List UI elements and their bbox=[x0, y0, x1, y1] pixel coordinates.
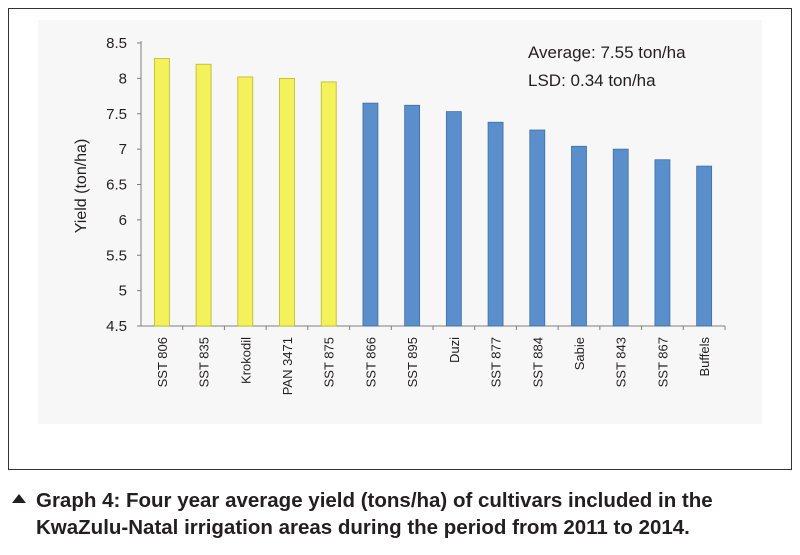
annotation-text: LSD: 0.34 ton/ha bbox=[528, 71, 656, 90]
bar bbox=[571, 145, 587, 327]
figure-caption: Graph 4: Four year average yield (tons/h… bbox=[12, 487, 792, 541]
caption-triangle-icon bbox=[12, 494, 26, 503]
bar bbox=[320, 81, 337, 327]
x-tick-label: PAN 3471 bbox=[280, 337, 295, 395]
x-tick-label: Duzi bbox=[447, 337, 462, 363]
y-tick-label: 7 bbox=[119, 141, 127, 158]
x-tick-label: Buffels bbox=[697, 337, 712, 377]
x-tick-label: SST 867 bbox=[655, 337, 670, 387]
y-tick-label: 6 bbox=[119, 212, 127, 229]
y-tick-label: 8 bbox=[119, 70, 127, 87]
bar bbox=[195, 63, 212, 327]
x-tick-label: SST 877 bbox=[489, 337, 504, 387]
y-tick-label: 5 bbox=[119, 283, 127, 300]
x-tick-label: Sabie bbox=[572, 337, 587, 370]
bar bbox=[612, 148, 629, 327]
bar bbox=[529, 129, 546, 327]
y-tick-label: 7.5 bbox=[106, 106, 127, 123]
y-axis-label: Yield (ton/ha) bbox=[73, 139, 90, 234]
bar bbox=[445, 111, 462, 327]
y-tick-label: 6.5 bbox=[106, 177, 127, 194]
bar bbox=[487, 121, 504, 327]
caption-line-2: KwaZulu-Natal irrigation areas during th… bbox=[36, 516, 690, 539]
y-tick-label: 8.5 bbox=[106, 35, 127, 52]
caption-line-1: Graph 4: Four year average yield (tons/h… bbox=[36, 489, 713, 512]
annotation-text: Average: 7.55 ton/ha bbox=[528, 43, 686, 62]
bar bbox=[279, 77, 295, 327]
bar bbox=[696, 165, 713, 327]
bar bbox=[654, 159, 671, 327]
x-tick-label: SST 835 bbox=[197, 337, 212, 387]
x-tick-label: SST 884 bbox=[530, 337, 545, 387]
x-tick-label: SST 875 bbox=[322, 337, 337, 387]
y-tick-label: 5.5 bbox=[106, 247, 127, 264]
x-tick-label: SST 895 bbox=[405, 337, 420, 387]
bar bbox=[362, 102, 379, 327]
x-tick-label: SST 806 bbox=[155, 337, 170, 387]
y-tick-label: 4.5 bbox=[106, 318, 127, 335]
x-tick-label: SST 866 bbox=[363, 337, 378, 387]
x-tick-label: Krokodil bbox=[238, 337, 253, 384]
x-tick-label: SST 843 bbox=[614, 337, 629, 387]
bar bbox=[237, 76, 254, 327]
bar bbox=[404, 104, 421, 327]
bar bbox=[153, 58, 170, 327]
yield-bar-chart: 4.5 5 5.5 6 6.5 7 7.5 8 8.5 Yield (ton/ha) SST 806… bbox=[73, 35, 726, 395]
